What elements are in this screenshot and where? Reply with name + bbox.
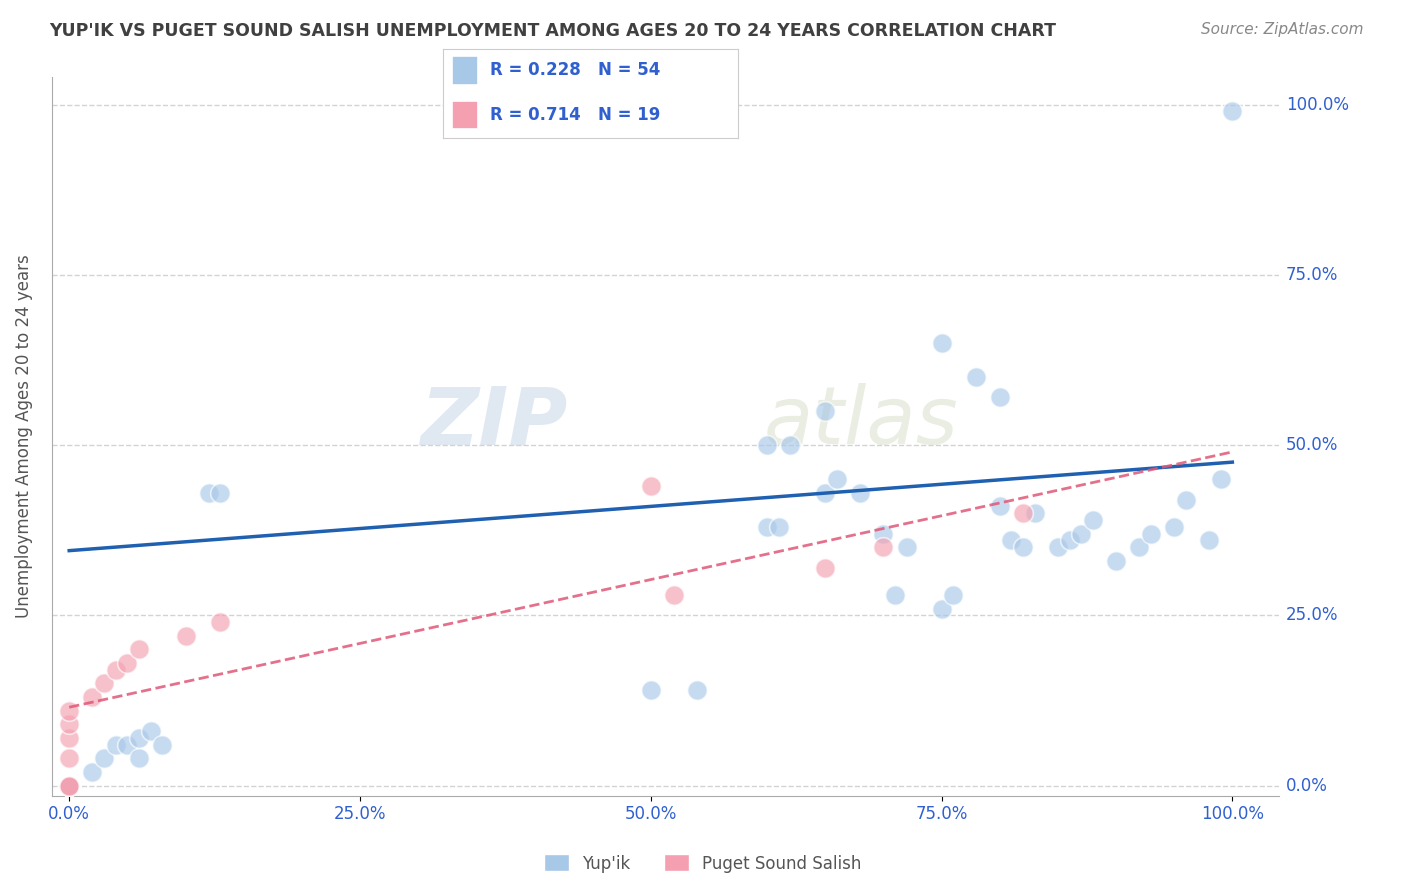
Point xyxy=(640,683,662,698)
Point xyxy=(988,391,1011,405)
Point xyxy=(93,751,115,765)
Point xyxy=(174,629,197,643)
Point xyxy=(82,690,104,704)
Point xyxy=(814,560,837,574)
Text: Source: ZipAtlas.com: Source: ZipAtlas.com xyxy=(1201,22,1364,37)
Point xyxy=(779,438,801,452)
Point xyxy=(58,779,80,793)
Point xyxy=(814,404,837,418)
Text: R = 0.714   N = 19: R = 0.714 N = 19 xyxy=(491,106,661,124)
Point xyxy=(825,472,848,486)
Point xyxy=(756,438,779,452)
Point xyxy=(209,485,232,500)
Point xyxy=(931,336,953,351)
Point xyxy=(197,485,219,500)
Point xyxy=(1209,472,1232,486)
Point xyxy=(1174,492,1197,507)
Point xyxy=(104,738,127,752)
Point xyxy=(768,520,790,534)
Point xyxy=(1059,533,1081,548)
Point xyxy=(58,779,80,793)
Point xyxy=(58,779,80,793)
Point xyxy=(1070,526,1092,541)
Point xyxy=(942,588,965,602)
Point xyxy=(1140,526,1163,541)
Legend: Yup'ik, Puget Sound Salish: Yup'ik, Puget Sound Salish xyxy=(537,847,869,880)
Point xyxy=(965,370,987,384)
Point xyxy=(139,724,162,739)
Text: atlas: atlas xyxy=(763,384,959,461)
Point xyxy=(209,615,232,629)
Point xyxy=(988,500,1011,514)
Point xyxy=(58,779,80,793)
Point xyxy=(849,485,872,500)
Point xyxy=(128,731,150,745)
Point xyxy=(58,779,80,793)
Point xyxy=(1220,104,1243,119)
Point xyxy=(1000,533,1022,548)
Point xyxy=(58,779,80,793)
Point xyxy=(58,779,80,793)
Point xyxy=(931,601,953,615)
FancyBboxPatch shape xyxy=(451,101,478,129)
Text: 100.0%: 100.0% xyxy=(1286,95,1348,113)
Point xyxy=(1163,520,1185,534)
Point xyxy=(128,642,150,657)
Point xyxy=(58,779,80,793)
Point xyxy=(1046,540,1069,554)
Text: 25.0%: 25.0% xyxy=(1286,607,1339,624)
Text: 0.0%: 0.0% xyxy=(1286,777,1327,795)
Point xyxy=(872,526,894,541)
Point xyxy=(884,588,907,602)
Text: 50.0%: 50.0% xyxy=(1286,436,1339,454)
Text: YUP'IK VS PUGET SOUND SALISH UNEMPLOYMENT AMONG AGES 20 TO 24 YEARS CORRELATION : YUP'IK VS PUGET SOUND SALISH UNEMPLOYMEN… xyxy=(49,22,1056,40)
Point xyxy=(814,485,837,500)
Point xyxy=(117,738,139,752)
Point xyxy=(686,683,709,698)
Point xyxy=(662,588,685,602)
Point xyxy=(1024,506,1046,520)
Point xyxy=(1012,540,1035,554)
Point xyxy=(128,751,150,765)
Point xyxy=(58,704,80,718)
Point xyxy=(1012,506,1035,520)
Text: 75.0%: 75.0% xyxy=(1286,266,1339,284)
Point xyxy=(872,540,894,554)
Point xyxy=(756,520,779,534)
Point xyxy=(1198,533,1220,548)
FancyBboxPatch shape xyxy=(451,56,478,85)
Text: ZIP: ZIP xyxy=(420,384,567,461)
Point xyxy=(58,779,80,793)
Point xyxy=(58,751,80,765)
Point xyxy=(640,479,662,493)
Point xyxy=(1105,554,1128,568)
Text: R = 0.228   N = 54: R = 0.228 N = 54 xyxy=(491,62,661,79)
Point xyxy=(58,779,80,793)
Point xyxy=(117,656,139,670)
Point xyxy=(93,676,115,690)
Y-axis label: Unemployment Among Ages 20 to 24 years: Unemployment Among Ages 20 to 24 years xyxy=(15,255,32,618)
Point xyxy=(58,779,80,793)
Point xyxy=(896,540,918,554)
Point xyxy=(1128,540,1150,554)
Point xyxy=(58,779,80,793)
Point xyxy=(104,663,127,677)
Point xyxy=(58,731,80,745)
Point xyxy=(82,764,104,779)
Point xyxy=(58,717,80,731)
Point xyxy=(150,738,173,752)
Point xyxy=(58,779,80,793)
Point xyxy=(1081,513,1104,527)
